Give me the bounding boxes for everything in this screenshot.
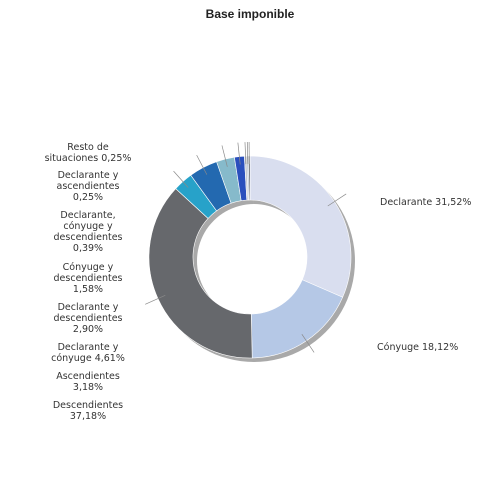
label-descendientes: Descendientes 37,18% <box>53 400 123 422</box>
label-resto-de-situaciones: Resto de situaciones 0,25% <box>45 142 132 164</box>
slice-descendientes <box>148 188 253 359</box>
slice-cónyuge <box>250 279 344 359</box>
label-cónyuge-y-descendientes: Cónyuge y descendientes 1,58% <box>54 262 123 295</box>
chart-title: Base imponible <box>206 7 295 21</box>
leader-line <box>173 170 189 188</box>
label-ascendientes: Ascendientes 3,18% <box>56 371 120 393</box>
leader-lines <box>145 142 347 353</box>
label-declarante-y-descendientes: Declarante y descendientes 2,90% <box>54 302 123 335</box>
slice-labels: Declarante 31,52% Cónyuge 18,12% Descendie… <box>45 142 472 422</box>
label-cónyuge: Cónyuge 18,12% <box>377 342 458 353</box>
label-declarante: Declarante 31,52% <box>380 197 471 208</box>
leader-line <box>145 294 166 305</box>
label-declarante-cónyuge-y-descendientes: Declarante, cónyuge y descendientes 0,39% <box>54 210 123 254</box>
label-declarante-y-ascendientes: Declarante y ascendientes 0,25% <box>57 170 120 203</box>
slice-declarante <box>249 155 352 298</box>
label-declarante-y-cónyuge: Declarante y cónyuge 4,61% <box>51 342 125 364</box>
leader-line <box>221 145 228 167</box>
leader-line <box>327 193 347 207</box>
leader-line <box>237 142 241 165</box>
leader-line <box>301 334 315 353</box>
leader-line <box>246 142 249 165</box>
leader-line <box>196 154 208 175</box>
leader-line <box>244 142 247 165</box>
slices <box>148 155 352 359</box>
